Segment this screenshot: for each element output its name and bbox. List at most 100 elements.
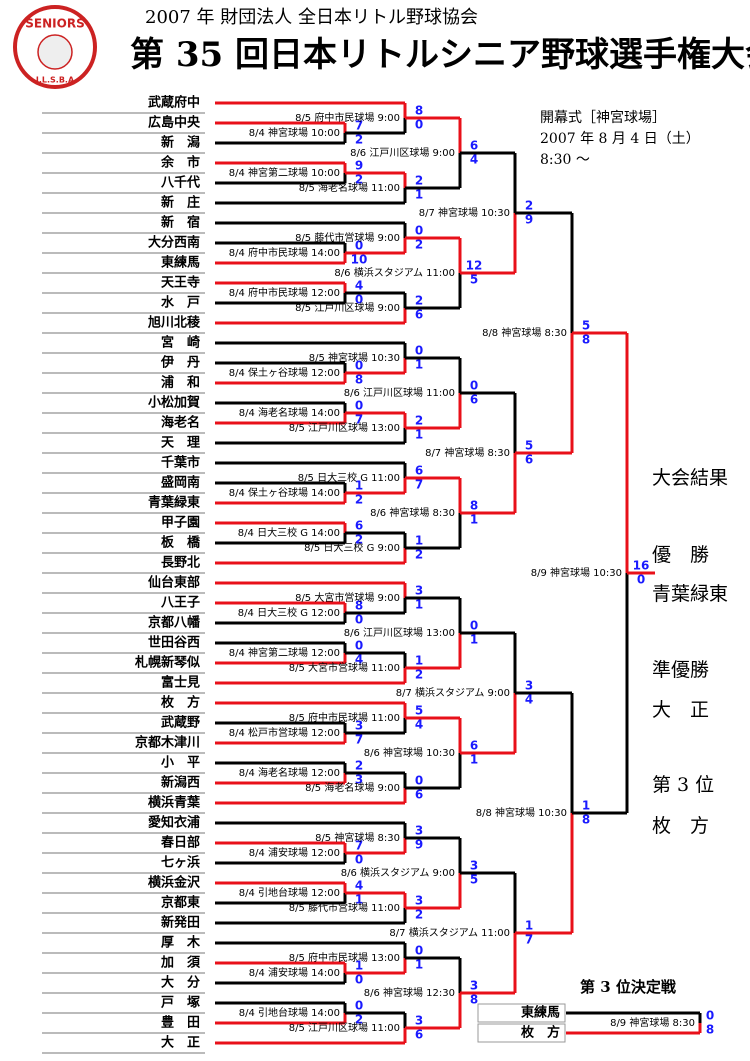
score: 8 [415, 104, 423, 118]
team-name: 八王子 [160, 596, 200, 611]
score: 2 [355, 493, 363, 507]
runner-up-label: 準優勝 [652, 659, 709, 681]
team-name: 新 庄 [161, 195, 200, 211]
score: 2 [355, 133, 363, 147]
game-label: 8/5 日大三校 G 11:00 [298, 471, 400, 484]
score: 0 [415, 774, 423, 788]
title: 第 35 回日本リトルシニア野球選手権大会 [130, 35, 750, 75]
score: 7 [355, 733, 363, 747]
score: 6 [415, 308, 423, 322]
team-name: 宮 崎 [161, 335, 200, 351]
score: 7 [415, 478, 423, 492]
game-label: 8/7 横浜スタジアム 9:00 [396, 686, 510, 699]
score: 5 [415, 704, 423, 718]
organizer: 2007 年 財団法人 全日本リトル野球協会 [145, 7, 478, 28]
game-label: 8/5 府中市民球場 11:00 [289, 711, 400, 724]
score: 6 [525, 453, 533, 467]
score: 8 [582, 813, 590, 827]
score: 0 [415, 118, 423, 132]
game-label: 8/7 神宮球場 10:30 [419, 206, 510, 219]
score: 1 [415, 598, 423, 612]
logo-ball [37, 34, 73, 70]
team-name: 浦 和 [161, 375, 200, 391]
team-name: 甲子園 [161, 515, 200, 531]
game-label: 8/4 日大三校 G 12:00 [238, 606, 340, 619]
score: 1 [415, 654, 423, 668]
score: 6 [415, 464, 423, 478]
score: 1 [582, 799, 590, 813]
game-label: 8/6 神宮球場 8:30 [370, 506, 455, 519]
team-name: 仙台東部 [148, 575, 200, 591]
game-label: 8/4 浦安球場 12:00 [249, 846, 340, 859]
team-name: 千葉市 [161, 455, 200, 471]
score: 5 [470, 273, 478, 287]
game-label: 8/7 横浜スタジアム 11:00 [389, 926, 510, 939]
team-name: 板 橋 [161, 535, 201, 551]
team-name: 枚 方 [521, 1025, 560, 1041]
team-name: 八千代 [160, 175, 200, 191]
team-name: 戸 塚 [161, 996, 200, 1011]
game-label: 8/8 神宮球場 10:30 [476, 806, 567, 819]
score: 7 [355, 413, 363, 427]
game-label: 8/4 神宮第二球場 12:00 [229, 646, 340, 659]
score: 2 [415, 294, 423, 308]
team-name: 七ヶ浜 [161, 855, 200, 871]
team-box [477, 1003, 566, 1023]
score: 4 [415, 718, 423, 732]
game-label: 8/4 神宮球場 10:00 [249, 126, 340, 139]
score: 12 [466, 259, 483, 273]
game-label: 8/6 神宮球場 10:30 [364, 746, 455, 759]
logo-bottom: J.L.S.B.A [35, 76, 75, 85]
score: 2 [415, 414, 423, 428]
score: 1 [355, 479, 363, 493]
game-label: 8/4 保土ヶ谷球場 12:00 [229, 366, 340, 379]
team-name: 厚 木 [161, 935, 201, 951]
runner-up: 大 正 [652, 699, 709, 721]
score: 6 [470, 739, 478, 753]
third-place-heading: 第 3 位決定戦 [580, 978, 677, 996]
score: 1 [525, 919, 533, 933]
game-label: 8/4 神宮第二球場 10:00 [229, 166, 340, 179]
team-name: 加 須 [160, 956, 201, 971]
score: 2 [525, 199, 533, 213]
game-label: 8/6 横浜スタジアム 11:00 [334, 266, 455, 279]
game-label: 8/5 江戸川区球場 9:00 [295, 301, 400, 314]
game-label: 8/6 横浜スタジアム 9:00 [341, 866, 455, 879]
game-label: 8/4 府中市民球場 14:00 [229, 246, 340, 259]
score: 2 [355, 533, 363, 547]
score: 0 [637, 573, 645, 587]
score: 1 [355, 959, 363, 973]
team-name: 世田谷西 [148, 635, 200, 651]
team-name: 旭川北稜 [147, 315, 201, 331]
team-name: 京都木津川 [135, 735, 200, 751]
score: 8 [706, 1023, 714, 1037]
team-name: 伊 丹 [160, 355, 200, 371]
logo: SENIORS J.L.S.B.A [13, 5, 97, 89]
score: 3 [415, 1014, 423, 1028]
game-label: 8/4 海老名球場 14:00 [239, 406, 340, 419]
game-label: 8/6 江戸川区球場 13:00 [344, 626, 455, 639]
score: 2 [355, 173, 363, 187]
game-label: 8/9 神宮球場 8:30 [610, 1016, 695, 1029]
score: 5 [582, 319, 590, 333]
game-label: 8/5 府中市民球場 9:00 [295, 111, 400, 124]
team-name: 小松加賀 [148, 395, 200, 411]
game-label: 8/6 神宮球場 12:30 [364, 986, 455, 999]
score: 0 [706, 1009, 714, 1023]
team-name: 札幌新琴似 [134, 655, 200, 671]
game-label: 8/5 海老名球場 9:00 [305, 781, 400, 794]
logo-top: SENIORS [25, 17, 84, 31]
score: 6 [415, 1028, 423, 1042]
opening-date: 2007 年 8 月 4 日（土） [540, 131, 700, 147]
opening-time: 8:30 ～ [540, 152, 590, 168]
team-name: 大 正 [161, 1035, 200, 1051]
opening-heading: 開幕式［神宮球場］ [540, 110, 666, 126]
score: 16 [633, 559, 650, 573]
team-name: 豊 田 [161, 1015, 200, 1031]
score: 0 [415, 344, 423, 358]
team-name: 東練馬 [521, 1005, 560, 1021]
score: 5 [525, 439, 533, 453]
team-name: 余 市 [160, 155, 200, 171]
score: 0 [415, 944, 423, 958]
score: 0 [355, 639, 363, 653]
